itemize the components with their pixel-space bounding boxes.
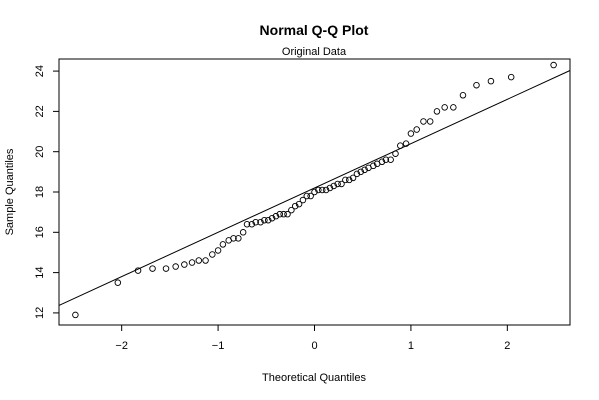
data-point [397,142,404,149]
data-point [276,210,284,218]
y-tick-label: 16 [34,226,46,238]
x-axis-label: Theoretical Quantiles [262,372,366,384]
data-point [450,104,457,111]
data-point [272,212,280,220]
data-point [243,220,251,228]
plot-frame [58,58,571,326]
x-tick-label: −1 [212,340,225,352]
data-point [315,186,322,194]
y-tick-label: 18 [34,186,46,198]
x-tick-label: 0 [311,340,317,352]
y-tick-label: 20 [34,146,46,158]
data-point [162,265,170,272]
data-point [550,61,557,69]
data-point [407,130,415,137]
x-tick-label: −2 [115,340,128,352]
data-point [387,156,394,164]
data-point [303,192,311,200]
data-point [345,176,353,184]
data-point [202,257,209,264]
data-point [441,104,448,111]
data-point [473,81,480,89]
y-axis: 12 14 16 18 20 22 24 [34,65,59,319]
data-point [295,200,303,208]
x-tick-label: 2 [504,340,510,352]
data-point [235,235,242,242]
data-point [264,216,272,224]
data-point [288,206,295,214]
data-point [487,77,495,85]
data-point [219,241,227,248]
data-point [149,265,156,272]
data-point [420,118,427,125]
x-axis: −2 −1 0 1 2 [115,325,510,352]
data-point [413,126,420,133]
data-point [349,174,357,182]
y-tick-label: 14 [34,266,46,278]
chart-subtitle: Original Data [282,46,347,58]
data-point [426,118,434,125]
data-point [172,263,179,270]
chart-title: Normal Q-Q Plot [260,22,369,38]
data-point [252,218,259,226]
data-point [361,166,368,174]
data-point [248,220,256,228]
data-point [353,170,361,178]
reference-line [58,70,571,306]
data-points [72,61,557,319]
y-tick-label: 24 [34,65,46,77]
data-point [257,218,264,226]
y-tick-label: 12 [34,307,46,319]
data-point [357,168,365,176]
data-point [382,156,390,164]
x-tick-label: 1 [408,340,414,352]
y-tick-label: 22 [34,105,46,117]
data-point [326,184,334,192]
data-point [209,251,216,258]
data-point [214,247,222,254]
data-point [195,257,203,264]
data-point [114,279,122,286]
data-point [280,210,287,218]
data-point [307,192,314,200]
data-point [239,229,247,236]
data-point [433,108,441,115]
data-point [181,261,188,268]
data-point [284,210,291,218]
data-point [370,162,377,170]
data-point [311,188,318,196]
data-point [291,202,299,210]
data-point [299,196,307,204]
data-point [230,235,237,242]
data-point [402,140,410,147]
data-point [261,216,268,224]
y-axis-label: Sample Quantiles [4,148,16,235]
data-point [507,73,515,81]
data-point [338,180,345,188]
data-point [72,311,79,319]
data-point [342,176,349,184]
data-point [392,150,399,157]
data-point [378,158,386,166]
data-point [134,267,142,274]
data-point [318,186,326,194]
data-point [268,214,276,222]
data-point [334,180,341,188]
data-point [459,92,467,99]
data-point [330,182,338,190]
data-point [322,186,330,194]
data-point [188,259,196,266]
